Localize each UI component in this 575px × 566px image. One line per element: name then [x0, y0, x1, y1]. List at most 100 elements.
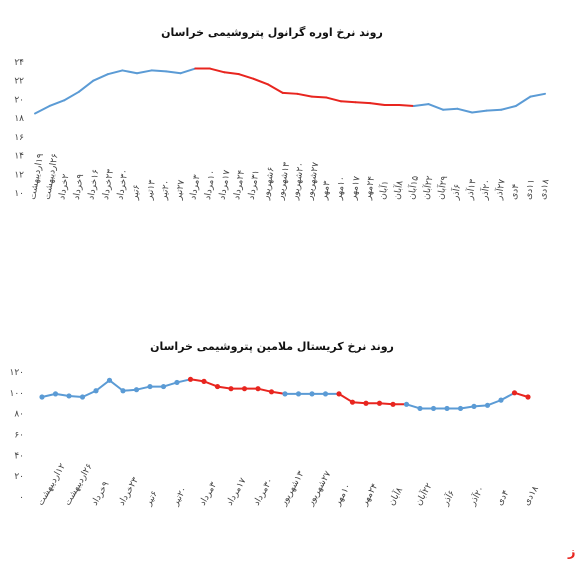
point: [241, 386, 248, 392]
x-tick-label: ۱۷مهر: [349, 175, 363, 201]
y-tick-label: ۲۰: [14, 472, 24, 482]
y-tick-label: ۱۶: [14, 133, 24, 143]
x-tick-label: ۱۰مرداد: [203, 169, 218, 200]
x-tick-label: ۳مرداد: [198, 481, 219, 508]
x-tick-label: ۱۰مهر: [334, 176, 348, 202]
line-segment: [456, 107, 474, 114]
point: [511, 390, 518, 396]
x-tick-label: ۸آبان: [385, 485, 405, 508]
x-tick-label: ۳۰خرداد: [116, 169, 131, 201]
x-tick-label: ۲۷شهریور: [305, 470, 333, 509]
point: [174, 379, 180, 386]
x-tick-label: ۳مرداد: [188, 174, 202, 201]
point: [52, 391, 59, 397]
point: [147, 383, 153, 390]
x-tick-label: ۱۱دی: [524, 178, 537, 200]
line-segment: [442, 107, 459, 111]
point: [309, 391, 315, 397]
y-tick-label: ۸۰: [14, 410, 24, 420]
x-tick-label: ۳مهر: [319, 180, 332, 201]
y-tick-label: ۱۲: [14, 170, 24, 180]
line-segment: [427, 103, 444, 111]
y-tick-label: ۲۴: [14, 58, 24, 68]
line-segment: [369, 102, 386, 107]
x-tick-label: ۲۰تیر: [170, 485, 189, 508]
x-tick-label: ۱۷مرداد: [225, 476, 249, 507]
line-segment: [223, 71, 240, 76]
x-tick-label: ۲۲آبان: [412, 481, 434, 508]
x-tick-label: ۱۰مهر: [332, 482, 353, 508]
point: [498, 397, 504, 403]
x-tick-label: ۲۳خرداد: [101, 168, 116, 200]
x-tick-label: ۶آذر: [449, 183, 464, 202]
point: [525, 394, 531, 400]
point: [322, 391, 329, 397]
line-segment: [412, 103, 430, 107]
x-tick-label: ۶تیر: [143, 489, 160, 508]
line-segment: [179, 67, 197, 75]
line-segment: [325, 96, 342, 103]
line-segment: [471, 109, 488, 114]
line-segment: [121, 69, 138, 75]
x-tick-label: ۲۷شهریور: [305, 161, 322, 201]
point: [457, 405, 464, 412]
line-segment: [296, 92, 313, 98]
x-tick-label: ۲۳خرداد: [117, 476, 141, 508]
line-segment: [310, 95, 328, 99]
watermark: بورس نیوز: [567, 545, 575, 560]
line-segment: [108, 379, 124, 392]
line-segment: [267, 83, 284, 94]
x-tick-label: ۱۶خرداد: [86, 168, 101, 200]
point: [390, 401, 396, 407]
y-tick-label: ۶۰: [14, 431, 24, 441]
x-tick-label: ۲۷تیر: [174, 179, 187, 201]
point: [268, 389, 275, 395]
line-segment: [500, 104, 517, 111]
x-tick-label: ۲۹آبان: [434, 175, 450, 201]
line-segment: [165, 70, 182, 75]
x-tick-label: ۹خرداد: [72, 173, 86, 200]
y-tick-label: ۱۸: [14, 114, 24, 124]
x-tick-label: ۲خرداد: [57, 173, 71, 200]
point: [430, 405, 437, 412]
line-segment: [252, 77, 270, 86]
point: [79, 394, 86, 400]
point: [417, 405, 423, 412]
point: [282, 391, 288, 397]
line-segment: [398, 104, 415, 107]
chart-title: روند نرخ کریستال ملامین پتروشیمی خراسان: [150, 340, 394, 353]
chart-title: روند نرخ اوره گرانول پتروشیمی خراسان: [161, 26, 383, 39]
line-segment: [340, 100, 357, 104]
point: [39, 394, 45, 400]
point: [255, 386, 261, 392]
line-segment: [485, 108, 503, 112]
line-segment: [136, 69, 153, 75]
y-tick-label: ۰: [19, 493, 24, 503]
point: [120, 388, 126, 394]
point: [228, 386, 234, 392]
point: [295, 391, 302, 397]
x-tick-label: ۱۳آذر: [463, 178, 479, 201]
y-tick-label: ۱۰۰: [9, 389, 24, 399]
line-segment: [529, 92, 546, 98]
x-tick-label: ۱۷مرداد: [218, 169, 233, 200]
y-tick-label: ۴۰: [14, 451, 24, 461]
x-tick-label: ۳۰مرداد: [252, 477, 276, 508]
y-tick-label: ۱۲۰: [9, 368, 24, 378]
line-segment: [208, 67, 226, 74]
x-tick-label: ۲۰آذر: [478, 178, 494, 201]
point: [403, 401, 410, 407]
x-tick-label: ۱۳شهریور: [278, 470, 306, 509]
x-tick-label: ۱۳تیر: [145, 179, 158, 201]
x-tick-label: ۲۰شهریور: [290, 162, 307, 202]
line-segment: [150, 69, 168, 73]
x-tick-label: ۲۷آذر: [492, 178, 508, 201]
x-tick-label: ۶شهریور: [261, 166, 277, 201]
x-tick-label: ۲۰آذر: [466, 484, 487, 509]
point: [349, 399, 356, 405]
line-segment: [514, 95, 532, 107]
line-segment: [338, 392, 354, 404]
x-tick-label: ۴دی: [495, 489, 512, 508]
point: [187, 376, 194, 382]
